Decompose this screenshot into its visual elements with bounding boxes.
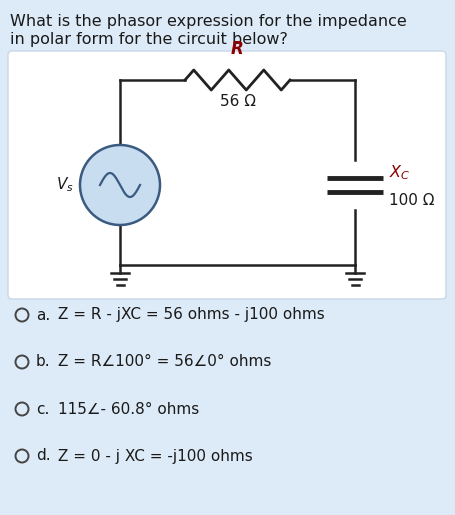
Text: 115∠- 60.8° ohms: 115∠- 60.8° ohms [58, 402, 199, 417]
Text: b.: b. [36, 354, 51, 369]
Text: What is the phasor expression for the impedance: What is the phasor expression for the im… [10, 14, 407, 29]
Text: Z = R∠100° = 56∠0° ohms: Z = R∠100° = 56∠0° ohms [58, 354, 271, 369]
Text: $X_C$: $X_C$ [389, 164, 410, 182]
Text: c.: c. [36, 402, 50, 417]
Text: 100 Ω: 100 Ω [389, 193, 435, 208]
Text: in polar form for the circuit below?: in polar form for the circuit below? [10, 32, 288, 47]
Text: R: R [231, 40, 244, 58]
Text: 56 Ω: 56 Ω [219, 94, 256, 109]
Text: a.: a. [36, 307, 50, 322]
Text: Z = 0 - j XC = -j100 ohms: Z = 0 - j XC = -j100 ohms [58, 449, 253, 464]
Text: $V_s$: $V_s$ [56, 176, 74, 194]
Text: Z = R - jXC = 56 ohms - j100 ohms: Z = R - jXC = 56 ohms - j100 ohms [58, 307, 325, 322]
FancyBboxPatch shape [8, 51, 446, 299]
Text: d.: d. [36, 449, 51, 464]
Circle shape [80, 145, 160, 225]
